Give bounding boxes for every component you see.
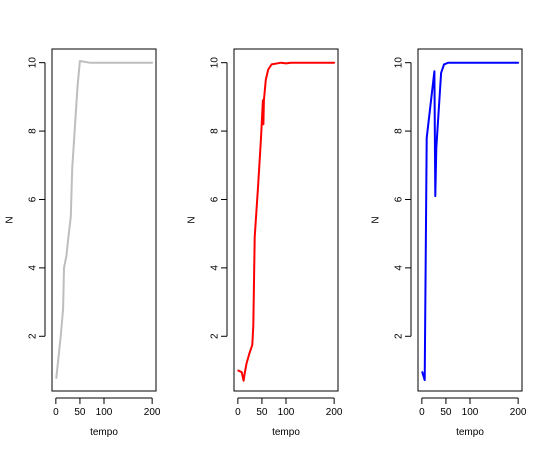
panel-1-y-tick-label: 4 xyxy=(28,265,39,271)
panel-3-y-tick-label: 6 xyxy=(394,196,405,202)
panel-3-x-axis-title: tempo xyxy=(456,427,484,438)
panel-1-y-axis-title: N xyxy=(5,216,16,223)
panel-1-plot-box xyxy=(51,48,157,392)
panel-1-x-tick-label: 200 xyxy=(144,407,161,418)
panel-2-x-tick-label: 50 xyxy=(256,407,268,418)
panel-1-y-tick-label: 2 xyxy=(28,333,39,339)
panel-2-y-tick-label: 10 xyxy=(210,57,221,69)
panel-1-y-tick-label: 8 xyxy=(28,128,39,134)
panel-2-x-axis-title: tempo xyxy=(272,427,300,438)
panel-1-x-tick-label: 100 xyxy=(96,407,113,418)
panel-2-x-tick-label: 100 xyxy=(278,407,295,418)
panel-3-x-tick-label: 0 xyxy=(419,407,425,418)
panel-3-x-tick-label: 100 xyxy=(462,407,479,418)
panel-2-y-tick-label: 2 xyxy=(210,333,221,339)
panel-2-y-tick-label: 4 xyxy=(210,265,221,271)
panel-1-series-line-1 xyxy=(55,60,154,379)
panel-1-x-tick-label: 50 xyxy=(74,407,86,418)
panel-2-plot-box xyxy=(233,48,339,392)
panel-2-y-tick-label: 8 xyxy=(210,128,221,134)
panel-2-x-tick-label: 0 xyxy=(235,407,241,418)
panel-3-y-tick-label: 10 xyxy=(394,57,405,69)
panel-2-series-line-1 xyxy=(237,61,336,382)
panel-2-x-tick-label: 200 xyxy=(326,407,343,418)
panel-1-y-tick-label: 6 xyxy=(28,196,39,202)
panel-1-y-tick-label: 10 xyxy=(28,57,39,69)
panel-2-y-tick-label: 6 xyxy=(210,196,221,202)
panel-2-y-axis-title: N xyxy=(187,216,198,223)
panel-3-x-tick-label: 50 xyxy=(440,407,452,418)
panel-3-y-tick-label: 2 xyxy=(394,333,405,339)
panel-3-y-tick-label: 4 xyxy=(394,265,405,271)
panel-1-x-axis-title: tempo xyxy=(90,427,118,438)
panel-3-plot-box xyxy=(417,48,523,392)
panel-3-y-tick-label: 8 xyxy=(394,128,405,134)
panel-3-series-line-1 xyxy=(421,61,520,382)
panel-3-y-axis-title: N xyxy=(371,216,382,223)
panel-3-x-tick-label: 200 xyxy=(510,407,527,418)
panel-1-x-tick-label: 0 xyxy=(53,407,59,418)
